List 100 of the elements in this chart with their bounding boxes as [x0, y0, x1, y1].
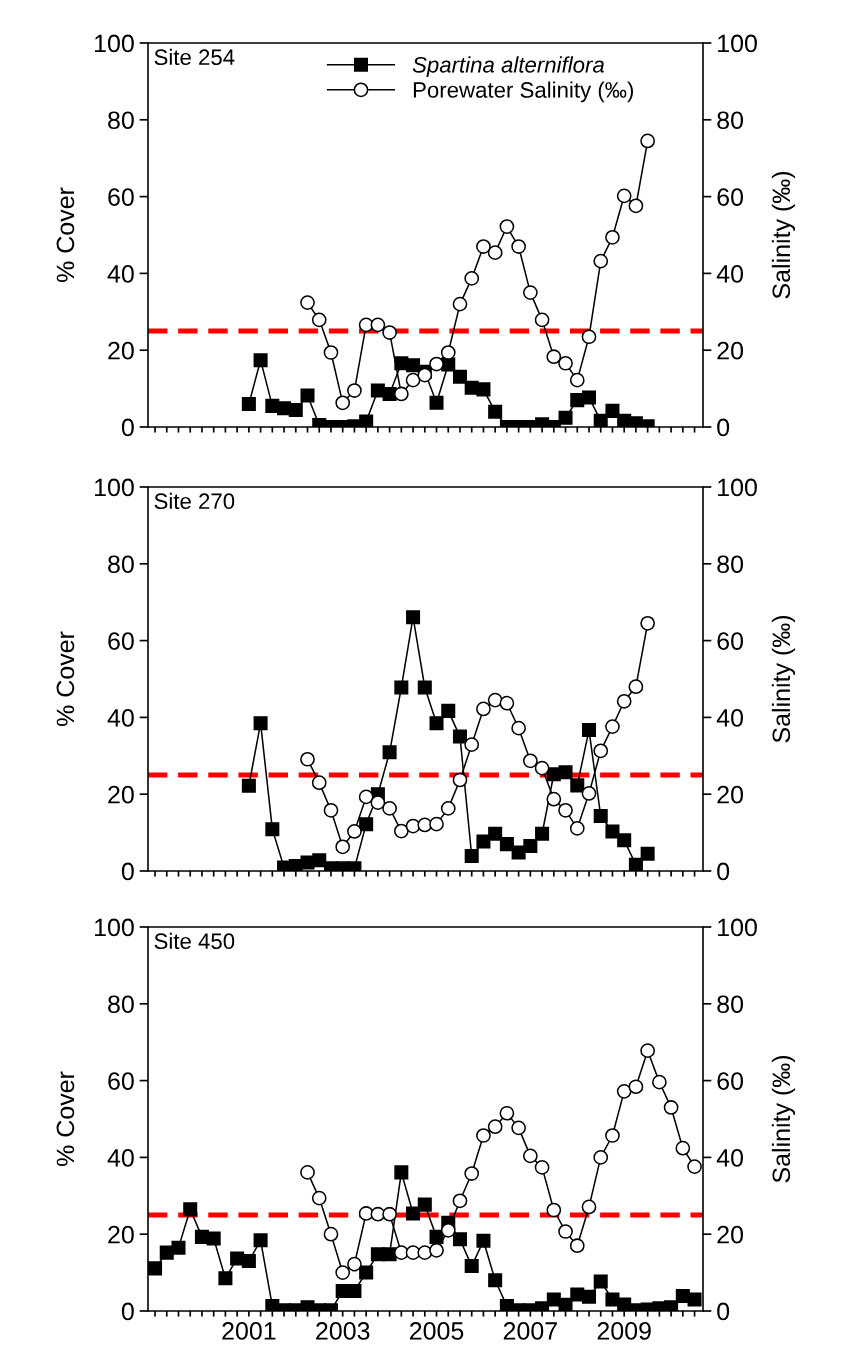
point: [616, 188, 632, 204]
y-tick-label: 100: [95, 478, 134, 497]
point: [570, 778, 585, 793]
point: [534, 760, 550, 776]
point: [464, 1166, 480, 1181]
point: [464, 849, 479, 864]
point: [534, 312, 550, 328]
point: [417, 367, 433, 383]
y2-tick-label: 80: [717, 555, 744, 574]
y2-tick-label: 60: [717, 1072, 744, 1090]
x-tick-label: 2009: [597, 1322, 651, 1340]
point: [311, 775, 327, 791]
x-tick-label: 2005: [409, 1322, 464, 1340]
point: [581, 723, 597, 738]
y-tick-label: 20: [108, 1225, 134, 1244]
annotation: Site 254: [154, 48, 235, 66]
y-axis-title: % Cover: [56, 631, 75, 727]
point: [253, 716, 268, 731]
y-axis-title: % Cover: [56, 187, 75, 283]
y-tick-label: 80: [108, 111, 134, 130]
point: [417, 680, 432, 695]
point: [323, 1226, 339, 1242]
x-tick-label: 2007: [503, 1322, 557, 1340]
legend-label: Spartina alterniflora: [412, 56, 605, 78]
y2-tick-label: 80: [717, 995, 744, 1014]
point: [593, 809, 608, 824]
point: [405, 372, 421, 388]
y2-tick-label: 100: [718, 34, 757, 53]
point: [616, 1083, 632, 1099]
y-tick-label: 100: [95, 34, 134, 53]
y-tick-label: 100: [95, 918, 134, 937]
point: [605, 1292, 620, 1307]
point: [523, 839, 538, 854]
point: [241, 1254, 256, 1269]
point: [218, 1271, 233, 1286]
point: [511, 1120, 526, 1136]
point: [499, 1105, 515, 1121]
point: [148, 1261, 163, 1276]
y2-tick-label: 20: [717, 1225, 744, 1244]
point: [581, 329, 597, 345]
y-tick-label: 20: [108, 785, 134, 804]
annotation: Site 270: [154, 492, 235, 510]
point: [311, 1190, 327, 1206]
point: [522, 753, 538, 769]
y2-tick-label: 20: [717, 341, 744, 360]
point: [558, 355, 573, 371]
point: [558, 765, 573, 780]
point: [581, 1289, 597, 1304]
point: [476, 1233, 491, 1248]
point: [558, 802, 573, 818]
y2-tick-label: 0: [717, 418, 730, 437]
point: [394, 680, 409, 695]
y2-tick-label: 60: [717, 188, 744, 206]
point: [605, 719, 620, 734]
point: [335, 395, 351, 411]
y-tick-label: 20: [108, 341, 134, 360]
point: [616, 693, 632, 709]
point: [488, 1273, 503, 1288]
point: [593, 253, 609, 269]
point: [382, 1206, 397, 1222]
point: [370, 795, 386, 811]
point: [253, 1233, 268, 1248]
point: [511, 239, 526, 254]
point: [335, 839, 351, 855]
y2-tick-label: 20: [717, 785, 744, 804]
y-tick-label: 60: [108, 1072, 134, 1090]
point: [593, 1274, 608, 1289]
point: [359, 817, 374, 832]
point: [593, 743, 609, 759]
point: [300, 751, 315, 767]
point: [429, 1242, 444, 1258]
point: [499, 837, 514, 852]
point: [406, 610, 421, 625]
point: [605, 229, 620, 245]
point: [687, 1292, 702, 1307]
point: [581, 786, 597, 801]
point: [640, 615, 656, 631]
point: [393, 1245, 409, 1260]
y2-axis-title: Salinity (‰): [771, 615, 796, 743]
y-tick-label: 40: [107, 265, 134, 283]
y-tick-label: 0: [121, 862, 134, 881]
point: [347, 1284, 362, 1299]
y-tick-label: 0: [121, 418, 134, 437]
point: [522, 1148, 538, 1164]
point: [370, 317, 386, 333]
point: [464, 737, 480, 753]
point: [429, 356, 444, 372]
point: [522, 285, 538, 300]
y2-axis-title: Salinity (‰): [771, 1055, 796, 1183]
y-tick-label: 40: [107, 709, 134, 727]
point: [406, 1206, 421, 1221]
point: [429, 716, 444, 731]
point: [652, 1074, 667, 1090]
point: [558, 1224, 573, 1239]
point: [570, 1287, 585, 1302]
point: [335, 1265, 351, 1280]
point: [300, 855, 315, 870]
point: [440, 1222, 456, 1238]
point: [464, 271, 480, 286]
y2-tick-label: 100: [718, 918, 757, 937]
